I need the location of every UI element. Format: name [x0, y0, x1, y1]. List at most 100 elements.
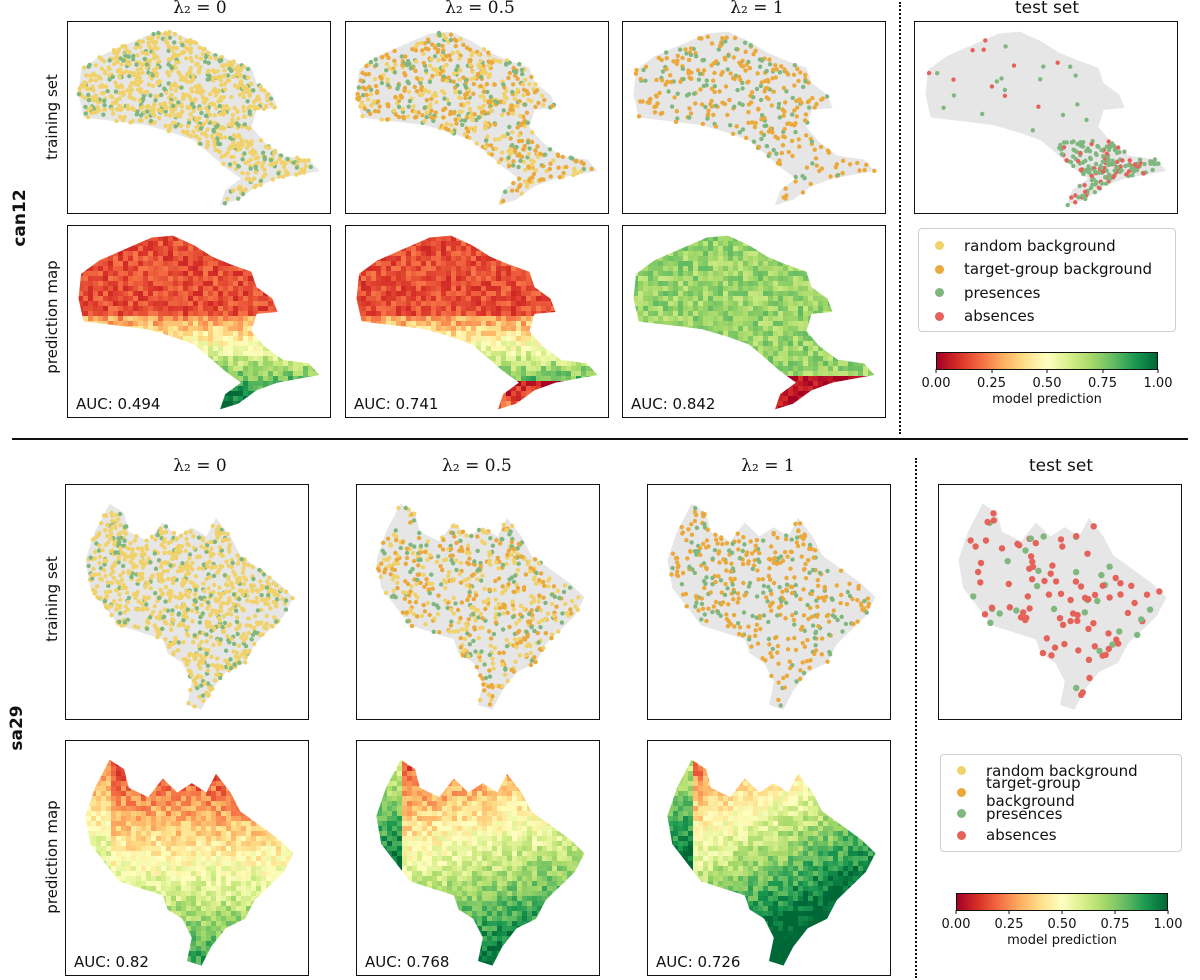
prediction-cell [396, 256, 401, 261]
prediction-cell [406, 291, 411, 296]
prediction-cell [293, 251, 298, 256]
sample-point [510, 111, 516, 117]
sample-point [668, 73, 673, 78]
prediction-cell [138, 331, 143, 336]
sample-point [244, 176, 249, 182]
prediction-surface [68, 235, 330, 416]
sample-point [229, 68, 234, 73]
prediction-cell [521, 271, 526, 276]
prediction-cell [278, 346, 283, 351]
prediction-cell [123, 286, 128, 291]
prediction-cell [148, 366, 153, 371]
sample-point [511, 159, 516, 164]
prediction-cell [278, 396, 283, 401]
prediction-cell [406, 256, 411, 261]
prediction-cell [103, 256, 108, 261]
prediction-cell [526, 251, 531, 256]
prediction-cell [328, 346, 330, 351]
prediction-cell [526, 266, 531, 271]
sample-point [377, 104, 382, 109]
prediction-cell [456, 296, 461, 301]
prediction-cell [93, 306, 98, 311]
sample-point [743, 68, 748, 73]
sample-point [173, 124, 178, 129]
sample-point [1116, 145, 1121, 150]
sample-point [457, 56, 462, 61]
prediction-cell [203, 316, 208, 321]
prediction-cell [208, 376, 213, 381]
prediction-cell [491, 241, 496, 246]
prediction-cell [208, 251, 213, 256]
sample-point [441, 65, 446, 70]
sample-point [517, 153, 522, 158]
sample-point [796, 78, 801, 84]
prediction-cell [258, 241, 263, 246]
prediction-cell [168, 311, 173, 316]
prediction-cell [566, 271, 571, 276]
prediction-cell [596, 241, 598, 246]
prediction-cell [273, 411, 278, 416]
prediction-cell [283, 321, 288, 326]
sample-point [228, 135, 233, 141]
prediction-cell [303, 361, 308, 366]
prediction-cell [346, 226, 351, 231]
prediction-cell [138, 346, 143, 351]
prediction-cell [88, 271, 93, 276]
prediction-cell [208, 246, 213, 251]
sample-point [246, 159, 252, 164]
sample-point [1111, 162, 1117, 167]
prediction-cell [103, 336, 108, 341]
prediction-cell [576, 286, 581, 291]
prediction-cell [451, 246, 456, 251]
sample-point [368, 87, 374, 93]
prediction-cell [313, 296, 318, 301]
lambda-prefix: λ₂ = [173, 0, 216, 18]
prediction-cell [208, 356, 213, 361]
prediction-cell [346, 231, 351, 236]
prediction-cell [213, 241, 218, 246]
prediction-cell [551, 291, 556, 296]
sample-point [494, 146, 499, 151]
prediction-cell [506, 256, 511, 261]
prediction-cell [268, 331, 273, 336]
sample-point [365, 97, 371, 102]
prediction-cell [328, 281, 330, 286]
sample-point [146, 42, 152, 48]
sample-point [152, 120, 157, 125]
prediction-cell [313, 336, 318, 341]
sample-point [1068, 64, 1073, 69]
sample-point [573, 159, 578, 164]
sample-point [1069, 140, 1075, 145]
prediction-cell [376, 235, 381, 236]
prediction-cell [238, 236, 243, 241]
sample-point [359, 100, 365, 105]
prediction-cell [511, 236, 516, 241]
sample-point [221, 161, 226, 166]
sample-point [508, 136, 513, 141]
sample-point [111, 111, 116, 116]
prediction-cell [68, 336, 73, 341]
sample-point [504, 96, 509, 101]
prediction-cell [481, 281, 486, 286]
prediction-cell [406, 246, 411, 251]
prediction-cell [188, 371, 193, 376]
prediction-cell [203, 235, 208, 236]
prediction-cell [83, 376, 88, 381]
prediction-cell [243, 351, 248, 356]
prediction-cell [238, 321, 243, 326]
prediction-cell [183, 406, 188, 410]
sample-point [306, 158, 311, 163]
sample-point [810, 95, 815, 101]
prediction-cell [293, 406, 298, 410]
sample-point [1077, 183, 1082, 189]
prediction-cell [308, 386, 313, 391]
prediction-cell [366, 235, 371, 236]
sample-point [268, 96, 274, 101]
prediction-cell [313, 241, 318, 246]
prediction-cell [293, 381, 298, 386]
prediction-cell [288, 391, 293, 396]
prediction-cell [193, 236, 198, 241]
prediction-cell [123, 316, 128, 321]
prediction-cell [128, 381, 133, 386]
prediction-cell [601, 276, 606, 281]
